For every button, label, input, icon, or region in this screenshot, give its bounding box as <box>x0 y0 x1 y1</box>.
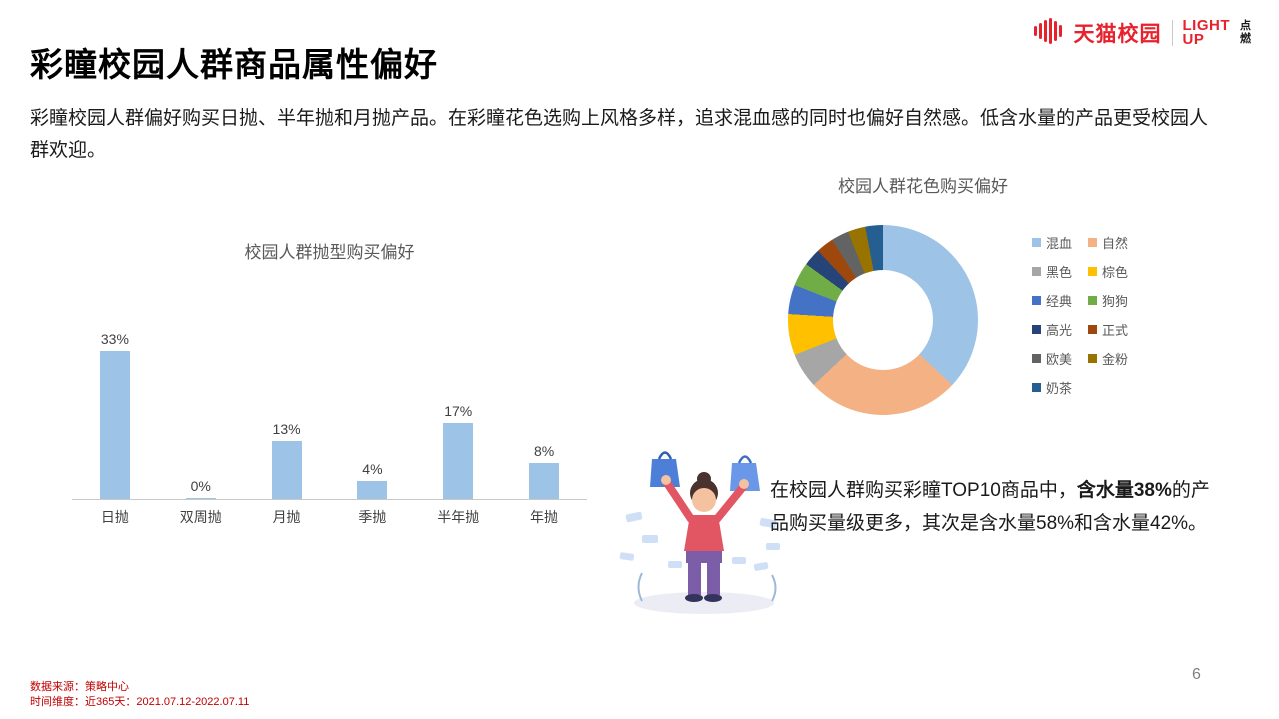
legend-label: 经典 <box>1046 294 1073 309</box>
bar-value-label: 8% <box>533 443 555 459</box>
bar-category-label: 日抛 <box>100 509 129 525</box>
bar-chart-categories: 日抛 双周抛 月抛 季抛 半年抛 年抛 <box>72 507 587 527</box>
donut-ring <box>788 225 978 415</box>
donut-chart: 校园人群花色购买偏好 混血 自然黑色 棕色经典 狗狗高光 正式欧美 金粉奶茶 <box>788 172 1228 415</box>
donut-legend: 混血 自然黑色 棕色经典 狗狗高光 正式欧美 金粉奶茶 <box>1032 233 1128 397</box>
legend-swatch <box>1088 238 1098 247</box>
legend-label: 黑色 <box>1046 265 1073 280</box>
bar <box>443 422 474 499</box>
bar-category-label: 月抛 <box>272 509 301 525</box>
legend-swatch <box>1088 296 1098 305</box>
bar-column: 13% <box>244 420 330 499</box>
bar-value-label: 13% <box>272 420 301 437</box>
lightup-line1: LIGHT <box>1182 16 1230 34</box>
legend-label: 金粉 <box>1102 352 1129 367</box>
brand-name: 天猫校园 <box>1073 23 1162 46</box>
bar <box>529 463 560 499</box>
legend-swatch <box>1032 325 1041 334</box>
legend-item: 经典 <box>1032 291 1072 310</box>
legend-swatch <box>1032 267 1041 276</box>
intro-paragraph: 彩瞳校园人群偏好购买日抛、半年抛和月抛产品。在彩瞳花色选购上风格多样，追求混血感… <box>30 108 1209 162</box>
legend-item: 混血 <box>1032 233 1072 252</box>
bar-column: 4% <box>329 461 415 499</box>
bar-category-label: 双周抛 <box>179 509 222 525</box>
data-source-note: 数据来源：策略中心 时间维度：近365天：2021.07.12-2022.07.… <box>30 680 249 710</box>
legend-label: 高光 <box>1046 323 1073 338</box>
page-number: 6 <box>1192 666 1201 683</box>
bar-column: 17% <box>415 402 501 499</box>
time-range-line: 时间维度：近365天：2021.07.12-2022.07.11 <box>30 695 250 708</box>
bar-category-label: 季抛 <box>358 509 387 525</box>
dianran-char-bottom: 燃 <box>1240 33 1251 45</box>
bar-chart-plot: 33% 0% 13% 4% 17% 8% <box>72 310 587 500</box>
legend-item: 金粉 <box>1088 349 1128 368</box>
bar <box>357 481 388 499</box>
legend-label: 狗狗 <box>1102 294 1129 309</box>
bar-chart-title: 校园人群抛型购买偏好 <box>244 243 415 262</box>
lightup-logo: LIGHT UP <box>1182 16 1231 48</box>
tmall-campus-logo-icon <box>1033 17 1064 50</box>
source-line: 数据来源：策略中心 <box>30 681 129 693</box>
bar-column: 8% <box>501 443 587 499</box>
insight-text: 在校园人群购买彩瞳TOP10商品中，含水量38%的产品购买量级更多，其次是含水量… <box>770 474 1222 541</box>
legend-label: 奶茶 <box>1046 381 1073 396</box>
legend-item: 正式 <box>1088 320 1128 339</box>
bar <box>271 440 302 499</box>
insight-bold: 含水量38% <box>1076 480 1172 501</box>
legend-swatch <box>1088 267 1098 276</box>
legend-swatch <box>1032 383 1041 392</box>
bar-value-label: 17% <box>444 402 473 419</box>
legend-item: 高光 <box>1032 320 1072 339</box>
legend-item: 奶茶 <box>1032 378 1072 397</box>
dianran-char-top: 点 <box>1240 20 1251 33</box>
donut-chart-title: 校园人群花色购买偏好 <box>838 177 1008 196</box>
lightup-line2: UP <box>1182 31 1205 48</box>
dianran-logo: 点 燃 <box>1240 20 1251 45</box>
bar-category-label: 年抛 <box>530 509 559 525</box>
legend-swatch <box>1032 296 1041 305</box>
bar-column: 33% <box>72 330 158 499</box>
legend-swatch <box>1032 238 1041 247</box>
bar-value-label: 0% <box>190 478 211 494</box>
legend-label: 棕色 <box>1102 265 1129 280</box>
legend-swatch <box>1032 354 1041 363</box>
donut-hole <box>833 270 933 370</box>
legend-label: 混血 <box>1046 236 1073 251</box>
header-brand: 天猫校园 LIGHT UP 点 燃 <box>1033 12 1251 54</box>
bar-column: 0% <box>158 478 244 499</box>
insight-pre: 在校园人群购买彩瞳TOP10商品中， <box>770 480 1077 501</box>
bar-category-label: 半年抛 <box>437 509 480 525</box>
legend-item: 狗狗 <box>1088 291 1128 310</box>
bar-value-label: 33% <box>100 330 129 347</box>
legend-swatch <box>1088 354 1098 363</box>
bar-chart: 校园人群抛型购买偏好 33% 0% 13% 4% 17% 8% 日抛 双周抛 月抛 季抛 半年抛 年… <box>72 238 587 527</box>
legend-swatch <box>1088 325 1098 334</box>
bar <box>185 498 216 499</box>
bar-value-label: 4% <box>362 461 383 477</box>
insight-post: 的产品购买量级更多，其次是含水量58%和含水量42%。 <box>770 480 1210 535</box>
page-title: 彩瞳校园人群商品属性偏好 <box>30 46 438 83</box>
legend-label: 欧美 <box>1046 352 1073 367</box>
legend-item: 棕色 <box>1088 262 1128 281</box>
brand-divider <box>1171 20 1173 46</box>
legend-label: 自然 <box>1102 236 1129 251</box>
legend-item: 黑色 <box>1032 262 1072 281</box>
legend-label: 正式 <box>1102 323 1129 338</box>
legend-item: 自然 <box>1088 233 1128 252</box>
donut-row: 混血 自然黑色 棕色经典 狗狗高光 正式欧美 金粉奶茶 <box>788 225 1228 415</box>
celebration-illustration <box>612 433 794 621</box>
bar <box>99 350 130 499</box>
legend-item: 欧美 <box>1032 349 1072 368</box>
